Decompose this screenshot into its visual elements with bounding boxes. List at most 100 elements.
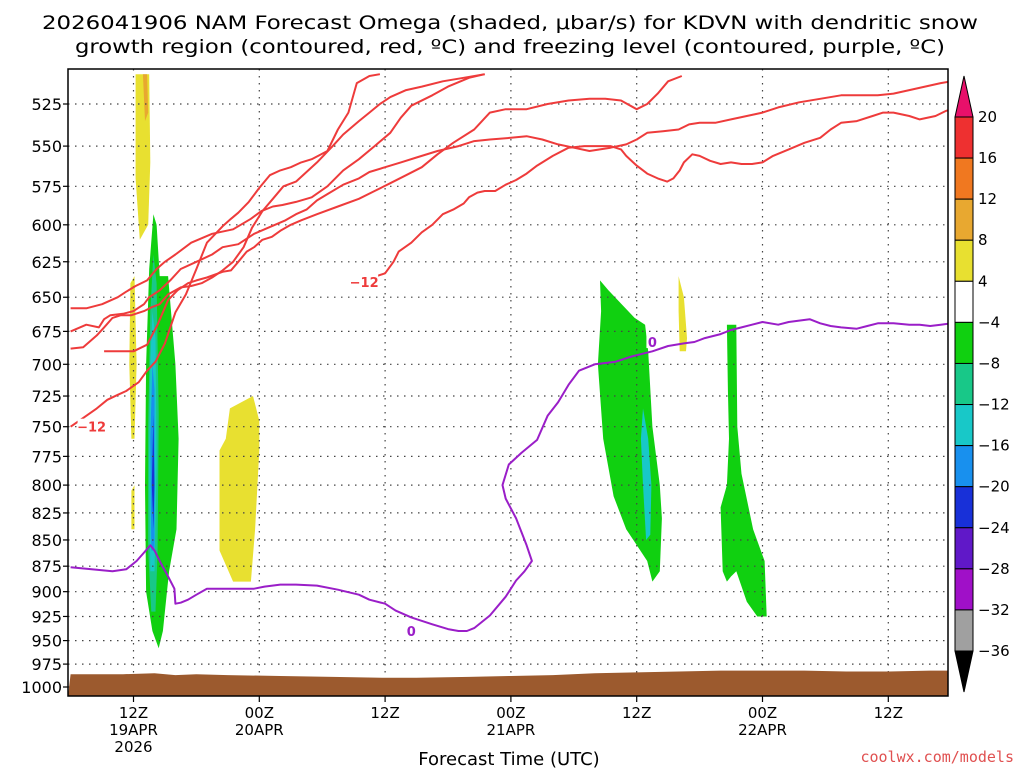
omega-region-1 [135, 74, 151, 240]
terrain-surface [68, 670, 948, 696]
y-tick-label: 700 [31, 355, 62, 374]
plot-frame [67, 68, 949, 697]
colorbar-label: 4 [978, 272, 988, 290]
omega-region-5 [219, 396, 260, 582]
x-tick-label: 00Z [748, 704, 777, 722]
x-tick-label: 12Z [370, 704, 399, 722]
colorbar-bin [954, 157, 974, 200]
y-tick-label: 525 [31, 95, 62, 114]
colorbar-label: −36 [978, 642, 1010, 660]
red-contour-2 [70, 73, 381, 428]
x-tick-label: 19APR [109, 721, 158, 739]
x-tick-label: 00Z [496, 704, 525, 722]
contour-label-bg [405, 623, 418, 638]
colorbar-label: −24 [978, 519, 1010, 537]
contour-label-2: −12 [350, 276, 379, 291]
contour-label-bg [350, 273, 379, 288]
contour-label-1: −12 [77, 421, 106, 436]
colorbar-bin [954, 568, 974, 611]
x-tick-label: 12Z [622, 704, 651, 722]
colorbar-label: −32 [978, 601, 1010, 619]
x-tick-label: 12Z [874, 704, 903, 722]
y-tick-label: 975 [31, 655, 62, 674]
x-tick-label: 2026 [114, 738, 152, 756]
red-contour-6 [361, 109, 948, 283]
y-tick-label: 650 [31, 288, 62, 307]
y-tick-label: 725 [31, 387, 62, 406]
omega-region-13 [678, 276, 687, 352]
x-tick-label: 00Z [245, 704, 274, 722]
contour-label-3: 0 [407, 625, 416, 640]
omega-region-10 [151, 414, 155, 530]
y-tick-label: 925 [31, 607, 62, 626]
x-tick-label: 21APR [486, 721, 535, 739]
omega-region-12 [640, 408, 652, 540]
y-tick-label: 575 [31, 177, 62, 196]
x-tick-label: 12Z [119, 704, 148, 722]
colorbar-bin [954, 116, 974, 159]
purple-contour-1 [70, 318, 948, 632]
chart-title: 2026041906 NAM Forecast Omega (shaded, μ… [42, 12, 978, 58]
terrain-fill [68, 670, 948, 696]
y-tick-label: 600 [31, 216, 62, 235]
omega-region-11 [597, 280, 662, 582]
contour-labels: −12 −12 0 0 [77, 273, 659, 640]
omega-region-4 [131, 485, 135, 530]
colorbar-bottom-arrow [954, 650, 974, 693]
x-tick-label: 22APR [738, 721, 787, 739]
colorbar-bin [954, 280, 974, 323]
x-tick-label: 20APR [235, 721, 284, 739]
colorbar-label: −16 [978, 437, 1010, 455]
plot-grid [68, 69, 948, 696]
y-tick-label: 550 [31, 137, 62, 156]
colorbar-bin [954, 404, 974, 447]
colorbar-bin [954, 445, 974, 488]
temperature-contours [70, 73, 948, 632]
pressure-axis: 525 550 575 600 625 650 675 700 725 750 775 800 825 8… [21, 95, 68, 697]
colorbar-bin [954, 486, 974, 529]
y-tick-label: 900 [31, 583, 62, 602]
y-tick-label: 675 [31, 322, 62, 341]
title-line-1: 2026041906 NAM Forecast Omega (shaded, μ… [42, 12, 978, 34]
y-tick-label: 875 [31, 557, 62, 576]
contour-label-bg [646, 334, 659, 349]
y-tick-label: 850 [31, 531, 62, 550]
site-credit: coolwx.com/models [860, 748, 1014, 766]
omega-colorbar: 20 16 12 8 4 −4 −8 −12 −16 −20 −24 −28 −32 −36 [954, 75, 1010, 693]
contour-label-bg [77, 418, 106, 433]
title-line-2: growth region (contoured, red, ºC) and f… [75, 36, 945, 58]
contour-label-4: 0 [648, 336, 657, 351]
colorbar-top-arrow [954, 75, 974, 118]
y-tick-label: 800 [31, 476, 62, 495]
colorbar-bin [954, 321, 974, 364]
colorbar-label: 8 [978, 231, 988, 249]
y-tick-label: 775 [31, 447, 62, 466]
y-tick-label: 950 [31, 632, 62, 651]
red-contour-4 [104, 75, 683, 353]
colorbar-label: −12 [978, 396, 1010, 414]
colorbar-label: −28 [978, 560, 1010, 578]
y-tick-label: 625 [31, 253, 62, 272]
colorbar-label: 20 [978, 108, 997, 126]
colorbar-bin [954, 609, 974, 652]
colorbar-label: −8 [978, 354, 1000, 372]
colorbar-label: 12 [978, 190, 997, 208]
omega-region-2 [142, 74, 149, 122]
y-tick-label: 825 [31, 504, 62, 523]
colorbar-label: −20 [978, 478, 1010, 496]
y-tick-label: 1000 [21, 678, 62, 697]
y-tick-label: 750 [31, 418, 62, 437]
colorbar-bin [954, 362, 974, 406]
colorbar-bin [954, 198, 974, 241]
red-contour-5 [70, 80, 948, 333]
colorbar-label: −4 [978, 313, 1000, 331]
omega-region-14 [720, 324, 767, 617]
omega-shading [129, 74, 767, 649]
colorbar-label: 16 [978, 149, 997, 167]
colorbar-bin [954, 527, 974, 570]
x-axis-title: Forecast Time (UTC) [418, 749, 599, 768]
colorbar-bin [954, 239, 974, 282]
red-contour-1 [70, 73, 485, 310]
